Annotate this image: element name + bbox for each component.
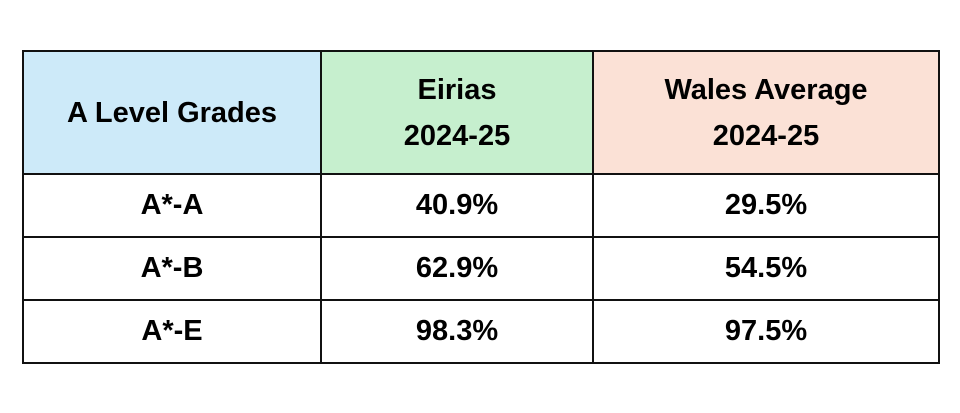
header-cell: A Level Grades bbox=[22, 50, 322, 175]
header-row: A Level Grades Eirias 2024-25 Wales Aver… bbox=[22, 50, 940, 175]
cell: A*-E bbox=[22, 299, 322, 364]
row: A*-B 62.9% 54.5% bbox=[22, 236, 940, 301]
cell: 62.9% bbox=[320, 236, 594, 301]
header-text: 2024-25 bbox=[403, 119, 511, 152]
header-text: 2024-25 bbox=[712, 119, 820, 152]
header-text: Eirias bbox=[417, 73, 497, 106]
row: A*-A 40.9% 29.5% bbox=[22, 173, 940, 238]
header-text: A Level Grades bbox=[66, 96, 278, 129]
header-cell: Wales Average 2024-25 bbox=[592, 50, 940, 175]
header-text: Wales Average bbox=[664, 73, 868, 106]
cell: 98.3% bbox=[320, 299, 594, 364]
header-cell: Eirias 2024-25 bbox=[320, 50, 594, 175]
cell: A*-B bbox=[22, 236, 322, 301]
cell: 29.5% bbox=[592, 173, 940, 238]
cell: 54.5% bbox=[592, 236, 940, 301]
cell: 40.9% bbox=[320, 173, 594, 238]
cell: A*-A bbox=[22, 173, 322, 238]
grades-table: A Level Grades Eirias 2024-25 Wales Aver… bbox=[22, 50, 940, 364]
cell: 97.5% bbox=[592, 299, 940, 364]
row: A*-E 98.3% 97.5% bbox=[22, 299, 940, 364]
